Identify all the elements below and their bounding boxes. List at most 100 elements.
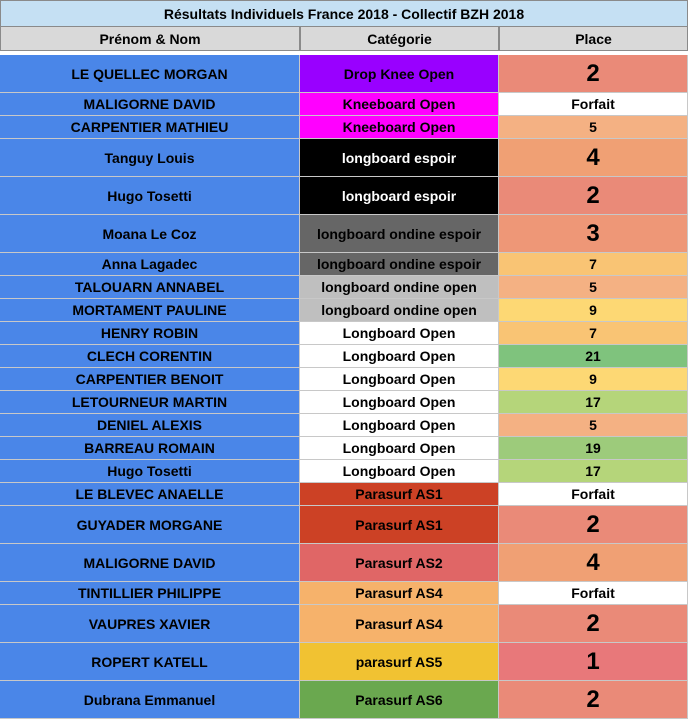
category-cell[interactable]: longboard espoir (300, 139, 499, 177)
category-cell[interactable]: Parasurf AS1 (300, 506, 499, 544)
name-cell[interactable]: ROPERT KATELL (0, 643, 300, 681)
sheet-title: Résultats Individuels France 2018 - Coll… (0, 0, 688, 27)
place-cell[interactable]: 7 (499, 322, 688, 345)
results-table: LE QUELLEC MORGAN Drop Knee Open 2 MALIGORN… (0, 55, 688, 719)
place-cell[interactable]: 2 (499, 177, 688, 215)
category-cell[interactable]: Kneeboard Open (300, 93, 499, 116)
place-cell[interactable]: 9 (499, 368, 688, 391)
name-cell[interactable]: MALIGORNE DAVID (0, 93, 300, 116)
place-cell[interactable]: 5 (499, 116, 688, 139)
name-cell[interactable]: Hugo Tosetti (0, 177, 300, 215)
table-row: CARPENTIER BENOIT Longboard Open 9 (0, 368, 688, 391)
table-row: HENRY ROBIN Longboard Open 7 (0, 322, 688, 345)
name-cell[interactable]: BARREAU ROMAIN (0, 437, 300, 460)
category-cell[interactable]: Parasurf AS4 (300, 605, 499, 643)
name-cell[interactable]: LE QUELLEC MORGAN (0, 55, 300, 93)
column-header-row: Prénom & Nom Catégorie Place (0, 27, 688, 51)
table-row: LE QUELLEC MORGAN Drop Knee Open 2 (0, 55, 688, 93)
place-cell[interactable]: 2 (499, 55, 688, 93)
category-cell[interactable]: Kneeboard Open (300, 116, 499, 139)
place-cell[interactable]: 3 (499, 215, 688, 253)
column-header-name[interactable]: Prénom & Nom (0, 27, 300, 51)
place-cell[interactable]: 5 (499, 414, 688, 437)
category-cell[interactable]: longboard ondine espoir (300, 215, 499, 253)
place-cell[interactable]: Forfait (499, 582, 688, 605)
table-row: MALIGORNE DAVID Kneeboard Open Forfait (0, 93, 688, 116)
place-cell[interactable]: 7 (499, 253, 688, 276)
name-cell[interactable]: Tanguy Louis (0, 139, 300, 177)
category-cell[interactable]: Parasurf AS6 (300, 681, 499, 719)
table-row: TALOUARN ANNABEL longboard ondine open 5 (0, 276, 688, 299)
place-cell[interactable]: 9 (499, 299, 688, 322)
place-cell[interactable]: 5 (499, 276, 688, 299)
table-row: MORTAMENT PAULINE longboard ondine open 9 (0, 299, 688, 322)
table-row: TINTILLIER PHILIPPE Parasurf AS4 Forfait (0, 582, 688, 605)
category-cell[interactable]: Longboard Open (300, 368, 499, 391)
name-cell[interactable]: CLECH CORENTIN (0, 345, 300, 368)
place-cell[interactable]: Forfait (499, 483, 688, 506)
place-cell[interactable]: 4 (499, 544, 688, 582)
category-cell[interactable]: Parasurf AS2 (300, 544, 499, 582)
table-row: VAUPRES XAVIER Parasurf AS4 2 (0, 605, 688, 643)
name-cell[interactable]: CARPENTIER MATHIEU (0, 116, 300, 139)
table-row: ROPERT KATELL parasurf AS5 1 (0, 643, 688, 681)
column-header-place[interactable]: Place (499, 27, 688, 51)
category-cell[interactable]: Parasurf AS1 (300, 483, 499, 506)
table-row: Moana Le Coz longboard ondine espoir 3 (0, 215, 688, 253)
right-edge (688, 0, 691, 723)
place-cell[interactable]: 2 (499, 506, 688, 544)
name-cell[interactable]: MORTAMENT PAULINE (0, 299, 300, 322)
name-cell[interactable]: Dubrana Emmanuel (0, 681, 300, 719)
category-cell[interactable]: longboard ondine espoir (300, 253, 499, 276)
name-cell[interactable]: TINTILLIER PHILIPPE (0, 582, 300, 605)
category-cell[interactable]: Parasurf AS4 (300, 582, 499, 605)
category-cell[interactable]: Longboard Open (300, 391, 499, 414)
name-cell[interactable]: TALOUARN ANNABEL (0, 276, 300, 299)
category-cell[interactable]: parasurf AS5 (300, 643, 499, 681)
place-cell[interactable]: 19 (499, 437, 688, 460)
table-row: Tanguy Louis longboard espoir 4 (0, 139, 688, 177)
table-row: CARPENTIER MATHIEU Kneeboard Open 5 (0, 116, 688, 139)
header-spacer (0, 51, 688, 55)
place-cell[interactable]: 2 (499, 605, 688, 643)
name-cell[interactable]: GUYADER MORGANE (0, 506, 300, 544)
category-cell[interactable]: longboard ondine open (300, 299, 499, 322)
name-cell[interactable]: Hugo Tosetti (0, 460, 300, 483)
name-cell[interactable]: MALIGORNE DAVID (0, 544, 300, 582)
name-cell[interactable]: VAUPRES XAVIER (0, 605, 300, 643)
column-header-category[interactable]: Catégorie (300, 27, 499, 51)
category-cell[interactable]: Drop Knee Open (300, 55, 499, 93)
table-row: CLECH CORENTIN Longboard Open 21 (0, 345, 688, 368)
place-cell[interactable]: Forfait (499, 93, 688, 116)
name-cell[interactable]: Moana Le Coz (0, 215, 300, 253)
place-cell[interactable]: 17 (499, 460, 688, 483)
name-cell[interactable]: DENIEL ALEXIS (0, 414, 300, 437)
place-cell[interactable]: 2 (499, 681, 688, 719)
table-row: BARREAU ROMAIN Longboard Open 19 (0, 437, 688, 460)
place-cell[interactable]: 4 (499, 139, 688, 177)
name-cell[interactable]: Anna Lagadec (0, 253, 300, 276)
table-row: Dubrana Emmanuel Parasurf AS6 2 (0, 681, 688, 719)
table-row: Hugo Tosetti Longboard Open 17 (0, 460, 688, 483)
place-cell[interactable]: 21 (499, 345, 688, 368)
category-cell[interactable]: Longboard Open (300, 345, 499, 368)
table-row: DENIEL ALEXIS Longboard Open 5 (0, 414, 688, 437)
name-cell[interactable]: HENRY ROBIN (0, 322, 300, 345)
table-row: LE BLEVEC ANAELLE Parasurf AS1 Forfait (0, 483, 688, 506)
name-cell[interactable]: LETOURNEUR MARTIN (0, 391, 300, 414)
category-cell[interactable]: Longboard Open (300, 414, 499, 437)
place-cell[interactable]: 1 (499, 643, 688, 681)
table-row: GUYADER MORGANE Parasurf AS1 2 (0, 506, 688, 544)
table-row: LETOURNEUR MARTIN Longboard Open 17 (0, 391, 688, 414)
name-cell[interactable]: CARPENTIER BENOIT (0, 368, 300, 391)
name-cell[interactable]: LE BLEVEC ANAELLE (0, 483, 300, 506)
category-cell[interactable]: longboard ondine open (300, 276, 499, 299)
category-cell[interactable]: longboard espoir (300, 177, 499, 215)
table-row: Hugo Tosetti longboard espoir 2 (0, 177, 688, 215)
table-row: Anna Lagadec longboard ondine espoir 7 (0, 253, 688, 276)
place-cell[interactable]: 17 (499, 391, 688, 414)
category-cell[interactable]: Longboard Open (300, 322, 499, 345)
category-cell[interactable]: Longboard Open (300, 460, 499, 483)
category-cell[interactable]: Longboard Open (300, 437, 499, 460)
